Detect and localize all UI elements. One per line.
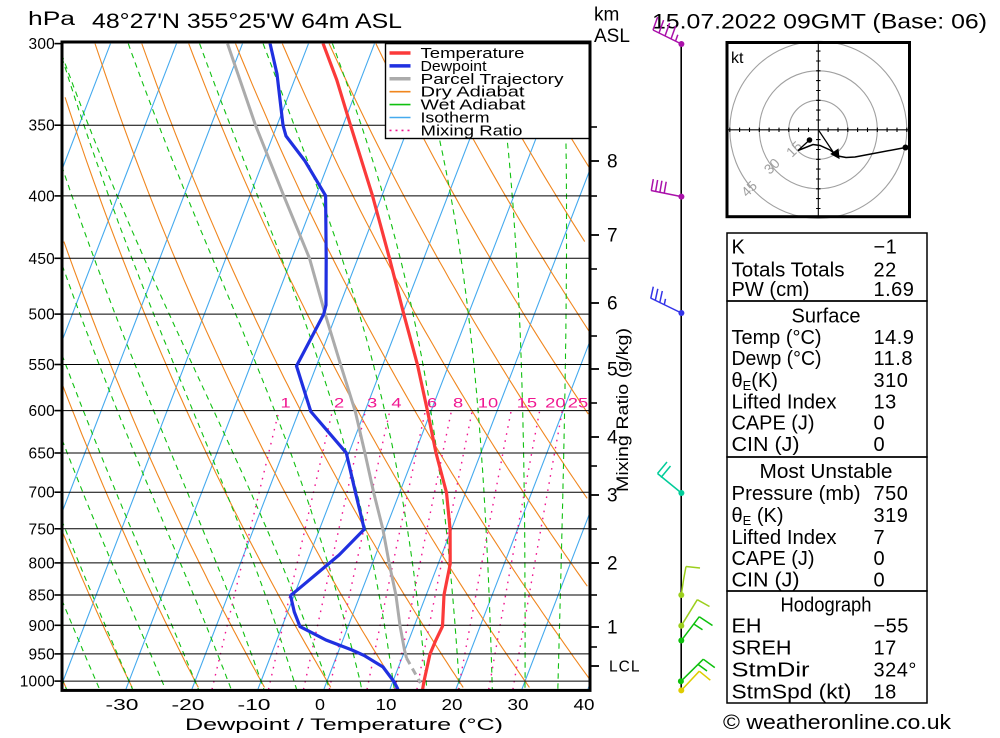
svg-text:kt: kt — [731, 50, 744, 67]
svg-text:Temperature: Temperature — [421, 45, 525, 62]
svg-text:20: 20 — [545, 395, 566, 411]
svg-text:15.07.2022 09GMT (Base: 06): 15.07.2022 09GMT (Base: 06) — [652, 11, 987, 34]
svg-text:17: 17 — [874, 638, 897, 660]
svg-text:13: 13 — [874, 392, 897, 414]
svg-text:0: 0 — [874, 548, 886, 570]
svg-text:11.8: 11.8 — [874, 348, 913, 370]
svg-text:km: km — [594, 5, 619, 26]
svg-text:4: 4 — [607, 428, 618, 449]
svg-text:7: 7 — [607, 226, 618, 247]
svg-text:Dry Adiabat: Dry Adiabat — [421, 84, 526, 101]
svg-text:K: K — [732, 237, 746, 259]
svg-text:1: 1 — [607, 618, 618, 639]
svg-text:0: 0 — [874, 569, 886, 591]
svg-text:14.9: 14.9 — [874, 327, 915, 349]
svg-text:CIN (J): CIN (J) — [732, 434, 800, 456]
svg-text:1000: 1000 — [20, 674, 55, 691]
svg-text:18: 18 — [874, 681, 897, 703]
svg-text:550: 550 — [29, 357, 56, 374]
svg-text:StmSpd (kt): StmSpd (kt) — [732, 681, 852, 703]
svg-text:310: 310 — [874, 370, 909, 392]
svg-text:-10: -10 — [238, 697, 272, 714]
svg-text:2: 2 — [607, 554, 618, 575]
svg-text:LCL: LCL — [609, 659, 640, 676]
svg-text:6: 6 — [427, 395, 437, 411]
svg-text:Temp (°C): Temp (°C) — [732, 327, 822, 349]
svg-text:Isotherm: Isotherm — [421, 110, 490, 127]
svg-text:0: 0 — [874, 434, 886, 456]
svg-text:0: 0 — [315, 697, 325, 714]
svg-text:10: 10 — [478, 395, 499, 411]
svg-text:Dewpoint / Temperature (°C): Dewpoint / Temperature (°C) — [185, 715, 503, 733]
svg-text:© weatheronline.co.uk: © weatheronline.co.uk — [723, 711, 952, 733]
svg-text:500: 500 — [29, 307, 56, 324]
svg-text:θE(K): θE(K) — [732, 370, 778, 393]
svg-text:350: 350 — [29, 118, 56, 135]
svg-text:8: 8 — [453, 395, 463, 411]
svg-text:20: 20 — [442, 697, 463, 714]
svg-text:Mixing Ratio: Mixing Ratio — [421, 122, 523, 139]
svg-text:Dewp (°C): Dewp (°C) — [732, 348, 822, 370]
svg-text:650: 650 — [29, 446, 56, 463]
svg-text:48°27'N 355°25'W 64m ASL: 48°27'N 355°25'W 64m ASL — [92, 10, 402, 33]
svg-text:2: 2 — [334, 395, 344, 411]
svg-text:CIN (J): CIN (J) — [732, 569, 800, 591]
svg-text:22: 22 — [874, 260, 897, 282]
svg-text:ASL: ASL — [594, 26, 630, 47]
svg-text:5: 5 — [607, 360, 618, 381]
svg-text:θE (K): θE (K) — [732, 505, 784, 528]
svg-text:CAPE (J): CAPE (J) — [732, 413, 815, 435]
svg-text:-20: -20 — [172, 697, 206, 714]
svg-text:3: 3 — [607, 486, 618, 507]
svg-text:Pressure (mb): Pressure (mb) — [732, 483, 861, 505]
svg-text:1: 1 — [281, 395, 291, 411]
svg-text:-30: -30 — [106, 697, 140, 714]
svg-text:Lifted Index: Lifted Index — [732, 392, 837, 414]
svg-text:Wet Adiabat: Wet Adiabat — [421, 97, 527, 114]
svg-text:30: 30 — [508, 697, 529, 714]
svg-text:750: 750 — [29, 521, 56, 538]
svg-text:3: 3 — [367, 395, 377, 411]
svg-text:Lifted Index: Lifted Index — [732, 527, 837, 549]
svg-text:900: 900 — [29, 618, 56, 635]
svg-text:15: 15 — [517, 395, 538, 411]
svg-text:700: 700 — [29, 485, 56, 502]
svg-text:300: 300 — [29, 36, 56, 53]
svg-text:7: 7 — [874, 527, 886, 549]
svg-text:850: 850 — [29, 588, 56, 605]
svg-text:Totals Totals: Totals Totals — [732, 260, 845, 282]
svg-text:324°: 324° — [874, 659, 917, 681]
svg-text:8: 8 — [607, 152, 618, 173]
svg-text:PW (cm): PW (cm) — [732, 279, 810, 301]
svg-text:0: 0 — [874, 413, 886, 435]
svg-text:−1: −1 — [874, 237, 898, 259]
svg-text:400: 400 — [29, 188, 56, 205]
svg-text:StmDir: StmDir — [732, 659, 810, 681]
svg-text:EH: EH — [732, 616, 762, 638]
svg-text:450: 450 — [29, 251, 56, 268]
svg-text:hPa: hPa — [28, 9, 76, 30]
svg-text:1.69: 1.69 — [874, 279, 915, 301]
svg-text:CAPE (J): CAPE (J) — [732, 548, 815, 570]
svg-text:Mixing Ratio (g/kg): Mixing Ratio (g/kg) — [613, 328, 632, 492]
svg-text:950: 950 — [29, 646, 56, 663]
svg-text:4: 4 — [391, 395, 401, 411]
svg-text:40: 40 — [574, 697, 595, 714]
svg-text:800: 800 — [29, 555, 56, 572]
svg-text:319: 319 — [874, 505, 909, 527]
svg-text:Parcel Trajectory: Parcel Trajectory — [421, 71, 565, 88]
svg-text:SREH: SREH — [732, 638, 792, 660]
svg-text:Surface: Surface — [792, 306, 861, 328]
svg-text:600: 600 — [29, 403, 56, 420]
svg-text:Hodograph: Hodograph — [781, 594, 872, 616]
svg-text:10: 10 — [376, 697, 397, 714]
svg-text:−55: −55 — [874, 616, 909, 638]
svg-text:25: 25 — [568, 395, 589, 411]
svg-text:Most Unstable: Most Unstable — [760, 461, 893, 483]
svg-text:Dewpoint: Dewpoint — [421, 58, 488, 75]
svg-text:6: 6 — [607, 294, 618, 315]
svg-text:750: 750 — [874, 483, 909, 505]
